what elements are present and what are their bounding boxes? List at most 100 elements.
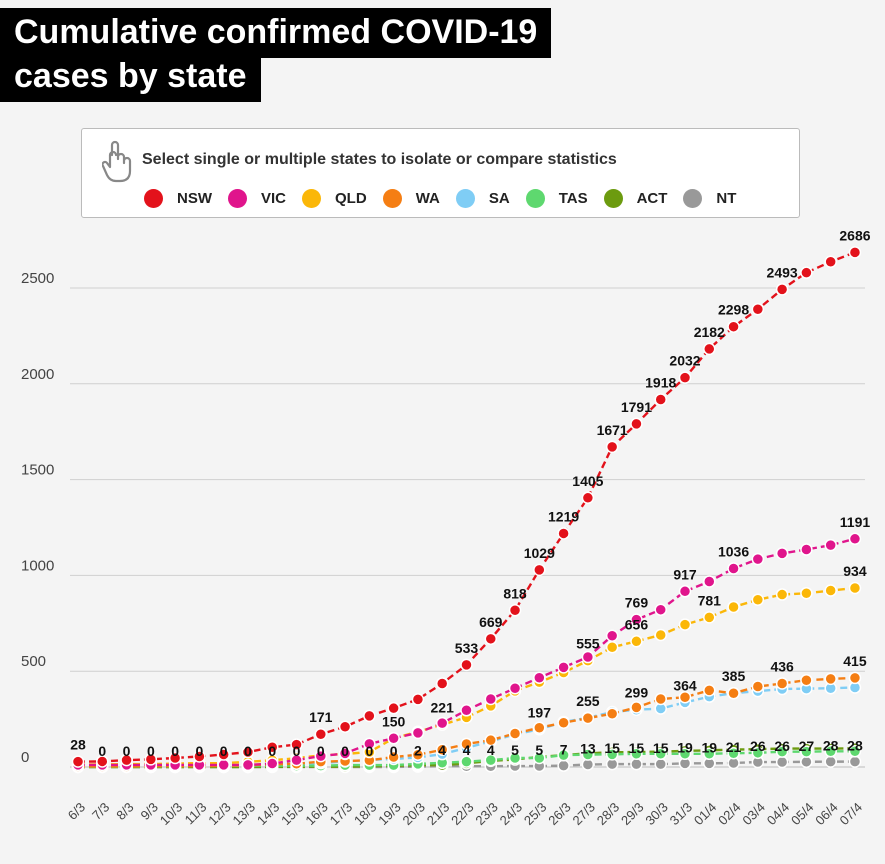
data-label-nt: 5 [535,742,543,758]
legend-item-tas[interactable]: TAS [525,189,588,208]
data-point-nsw [581,491,595,505]
data-point-nsw [508,604,522,617]
data-label-nt: 27 [799,738,815,754]
data-label-nt: 4 [487,742,495,758]
data-label-nt: 26 [750,738,766,754]
data-point-tas [484,753,498,767]
legend-item-nt[interactable]: NT [683,189,736,208]
data-label-nsw: 1029 [524,545,555,561]
x-tick-label: 10/3 [157,800,186,829]
data-point-qld [678,618,692,631]
x-tick-label: 06/4 [812,800,841,829]
legend-item-vic[interactable]: VIC [228,189,286,208]
data-point-wa [533,721,546,734]
legend-label: WA [415,190,440,207]
data-label-nsw: 1791 [621,399,652,415]
legend-hint: Select single or multiple states to isol… [142,151,617,168]
data-point-qld [630,635,643,648]
data-label-qld: 221 [431,700,455,716]
data-label-vic: 1191 [840,514,871,530]
data-label-qld: 781 [698,592,722,608]
data-label-nt: 0 [365,743,373,759]
y-tick-label: 0 [21,749,29,766]
data-label-nsw: 533 [455,640,479,656]
x-tick-label: 21/3 [424,800,453,829]
data-point-qld [824,584,837,597]
data-point-nt [557,759,570,772]
legend-item-nsw[interactable]: NSW [144,189,212,208]
data-point-nsw [435,677,449,690]
data-label-nt: 21 [726,739,742,755]
data-label-vic: 1036 [718,544,749,560]
legend-item-act[interactable]: ACT [603,189,668,208]
chart-title-line2: cases by state [0,54,261,102]
data-label-nt: 0 [196,743,204,759]
legend-item-sa[interactable]: SA [455,189,510,208]
pointer-hand-icon [101,139,132,188]
y-tick-label: 1000 [21,557,54,574]
data-label-nt: 2 [414,743,422,759]
data-point-wa [411,748,425,761]
data-point-wa [581,711,595,725]
data-point-qld [727,600,740,614]
x-tick-label: 22/3 [448,800,477,829]
data-point-nsw [751,303,765,316]
data-point-vic [290,753,303,767]
data-label-nt: 15 [653,740,669,756]
data-label-nt: 0 [268,743,276,759]
x-tick-label: 05/4 [788,800,817,829]
legend-item-qld[interactable]: QLD [302,189,367,208]
x-tick-label: 8/3 [113,800,136,823]
data-point-nt [630,757,643,771]
data-point-nsw [71,755,85,768]
legend-dot [228,189,247,208]
data-point-vic [800,543,813,556]
data-point-wa [508,727,522,740]
x-tick-label: 14/3 [254,800,283,829]
chart-title-line1: Cumulative confirmed COVID-19 [0,8,552,58]
data-point-vic [363,737,376,751]
legend-dot [382,189,402,208]
data-point-wa [387,750,400,764]
legend-panel: Select single or multiple states to isol… [81,128,800,218]
data-point-vic [775,547,789,560]
data-label-nsw: 818 [503,585,527,601]
data-point-nsw [678,371,692,384]
series-line-qld [78,586,856,766]
data-point-vic [727,562,740,575]
data-point-vic [387,732,400,745]
data-point-tas [824,745,837,758]
data-point-vic [678,585,692,598]
data-label-vic: 769 [625,595,649,611]
data-point-nt [654,757,667,771]
data-point-nsw [703,342,716,356]
legend-item-wa[interactable]: WA [382,189,440,208]
data-label-vic: 917 [673,566,697,582]
legend-label: ACT [636,190,668,207]
data-point-tas [727,746,740,760]
x-tick-label: 04/4 [764,800,793,829]
data-label-nsw: 2182 [694,324,725,340]
data-point-nsw [411,693,425,706]
x-tick-label: 12/3 [205,800,234,829]
data-point-wa [727,686,740,700]
data-point-wa [484,733,498,747]
data-point-qld [800,586,813,600]
x-tick-label: 13/3 [230,800,259,829]
data-point-vic [338,747,352,760]
x-tick-label: 25/3 [521,800,550,829]
data-point-vic [751,552,765,566]
data-label-nsw: 2493 [767,264,798,280]
data-label-nt: 19 [701,739,717,755]
data-label-nt: 15 [604,740,620,756]
data-point-nsw [120,753,133,767]
legend-label: QLD [335,190,367,207]
data-point-tas [775,745,789,758]
legend-dot [525,189,545,208]
data-label-nsw: 669 [479,614,503,630]
data-point-tas [557,748,570,762]
data-label-qld: 150 [382,713,406,729]
legend-label: SA [488,190,510,207]
x-tick-label: 7/3 [89,800,112,823]
data-point-tas [508,751,522,765]
